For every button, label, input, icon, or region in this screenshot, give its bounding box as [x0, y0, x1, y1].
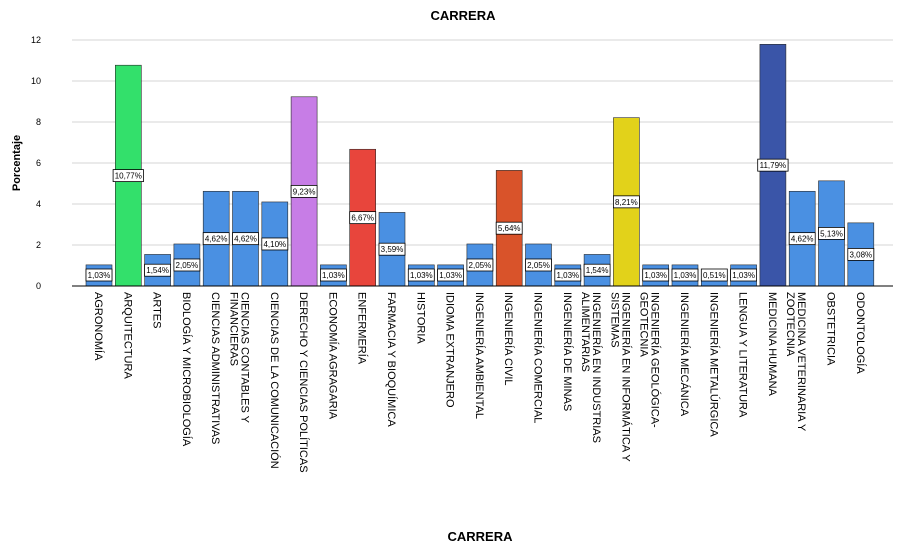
x-tick-label: DERECHO Y CIENCIAS POLÍTICAS — [297, 292, 310, 473]
data-label-box — [437, 268, 465, 282]
data-label: 8,21% — [615, 198, 638, 207]
x-tick-label: CIENCIAS DE LA COMUNICACIÓN — [268, 292, 281, 469]
data-label: 1,03% — [556, 271, 579, 280]
x-tick-label: INGENIERÍA METALÚRGICA — [707, 292, 720, 437]
y-tick-label: 2 — [36, 240, 41, 250]
data-label: 1,03% — [88, 271, 111, 280]
data-label-box — [583, 263, 611, 277]
data-label-box — [466, 258, 494, 272]
data-label-box — [554, 268, 582, 282]
x-tick-label: ENFERMERÍA — [356, 292, 369, 365]
data-label-box — [232, 232, 259, 246]
y-tick-label: 12 — [31, 35, 41, 45]
data-label-box — [730, 268, 757, 282]
data-label: 3,59% — [381, 245, 404, 254]
data-label-box — [847, 248, 875, 261]
data-label: 1,03% — [322, 271, 345, 280]
x-tick-label: INGENIERÍA AMBIENTAL — [473, 292, 486, 419]
data-label-box — [671, 268, 699, 282]
data-label: 5,13% — [820, 229, 843, 238]
x-tick-label: HISTORIA — [414, 292, 426, 344]
y-tick-label: 8 — [36, 117, 41, 127]
data-label: 2,05% — [469, 261, 492, 270]
y-axis-label: Porcentaje — [11, 135, 23, 191]
data-label-box — [319, 268, 347, 282]
x-tick-label: INGENIERÍA DE MINAS — [561, 292, 574, 411]
x-axis-ticks: AGRONOMÍA ARQUITECTURA ARTES BIOLOGÍA Y MIC… — [92, 292, 867, 473]
y-tick-label: 0 — [36, 281, 41, 291]
x-tick-label: INGENIERÍA CIVIL — [502, 292, 515, 386]
x-tick-label: FARMACIA Y BIOQUÍMICA — [385, 292, 398, 427]
data-label-box — [290, 184, 318, 198]
x-tick-label: ECONOMÍA AGRAGARIA — [326, 292, 339, 420]
data-label: 4,62% — [791, 235, 814, 244]
data-label: 6,67% — [351, 214, 374, 223]
x-tick-label: ODONTOLOGÍA — [854, 292, 867, 374]
x-tick-label: INGENIERÍA EN INDUSTRIASALIMENTARIAS — [579, 292, 603, 443]
x-tick-label: CIENCIAS ADMINISTRATIVAS — [209, 292, 221, 444]
y-tick-label: 6 — [36, 158, 41, 168]
data-label: 1,54% — [146, 266, 169, 275]
data-label-box — [757, 158, 789, 172]
data-label: 11,79% — [760, 161, 787, 170]
x-tick-label: ARTES — [151, 292, 163, 328]
x-tick-label: INGENIERÍA COMERCIAL — [532, 292, 545, 423]
x-tick-label: OBSTETRICIA — [825, 292, 837, 366]
x-tick-label: AGRONOMÍA — [92, 292, 105, 361]
data-label: 9,23% — [293, 187, 316, 196]
data-label: 3,08% — [849, 250, 872, 259]
data-label: 2,05% — [176, 261, 199, 270]
data-label: 1,03% — [410, 271, 433, 280]
data-label: 10,77% — [115, 172, 142, 181]
chart-title: CARRERA — [431, 8, 497, 23]
x-tick-label: MEDICINA HUMANA — [766, 292, 778, 397]
data-label-box — [700, 268, 728, 282]
data-label: 1,03% — [439, 271, 462, 280]
y-tick-label: 10 — [31, 76, 41, 86]
data-label: 0,51% — [703, 271, 726, 280]
data-label: 1,03% — [674, 271, 697, 280]
x-tick-label: ARQUITECTURA — [121, 292, 133, 379]
data-label: 5,64% — [498, 224, 521, 233]
data-labels: 1,03% 10,77% 1,54% 2,05% 4,62% 4,62% 4,10% 9,23… — [85, 158, 875, 282]
data-label-box — [613, 195, 640, 209]
data-label: 2,05% — [527, 261, 550, 270]
y-tick-label: 4 — [36, 199, 41, 209]
data-label-box — [202, 232, 230, 246]
data-label: 1,03% — [644, 271, 667, 280]
data-label-box — [378, 242, 406, 256]
data-label: 4,10% — [263, 240, 286, 249]
data-label: 1,03% — [732, 271, 755, 280]
data-label-box — [525, 258, 552, 272]
data-label-box — [144, 263, 172, 277]
data-label-box — [788, 232, 816, 246]
data-label-box — [349, 211, 377, 225]
x-tick-label: BIOLOGÍA Y MICROBIOLOGÍA — [180, 292, 193, 447]
x-tick-label: INGENIERÍA GEOLÓGICA-GEOTECNIA — [638, 292, 662, 428]
x-tick-label: INGENIERÍA MECÁNICA — [678, 292, 691, 417]
data-label-box — [112, 169, 144, 183]
data-label: 4,62% — [205, 235, 228, 244]
x-axis-label: CARRERA — [448, 529, 514, 544]
x-tick-label: IDIOMA EXTRANJERO — [444, 292, 456, 408]
data-label-box — [818, 227, 845, 240]
x-tick-label: INGENIERÍA EN INFORMÁTICA YSISTEMAS — [608, 292, 632, 462]
data-label-box — [173, 258, 201, 272]
y-axis-ticks: 0 2 4 6 8 10 12 — [31, 35, 41, 291]
x-tick-label: MEDICINA VETERINARIA YZOOTECNIA — [784, 292, 807, 432]
data-label: 1,54% — [586, 266, 609, 275]
data-label-box — [642, 268, 670, 282]
x-tick-label: LENGUA Y LITERATURA — [737, 292, 749, 418]
data-label-box — [85, 268, 113, 282]
data-label-box — [261, 237, 289, 251]
x-tick-label: CIENCIAS CONTABLES YFINANCIERAS — [228, 292, 251, 424]
data-label-box — [495, 221, 523, 235]
data-label-box — [407, 268, 435, 282]
data-label: 4,62% — [234, 235, 257, 244]
